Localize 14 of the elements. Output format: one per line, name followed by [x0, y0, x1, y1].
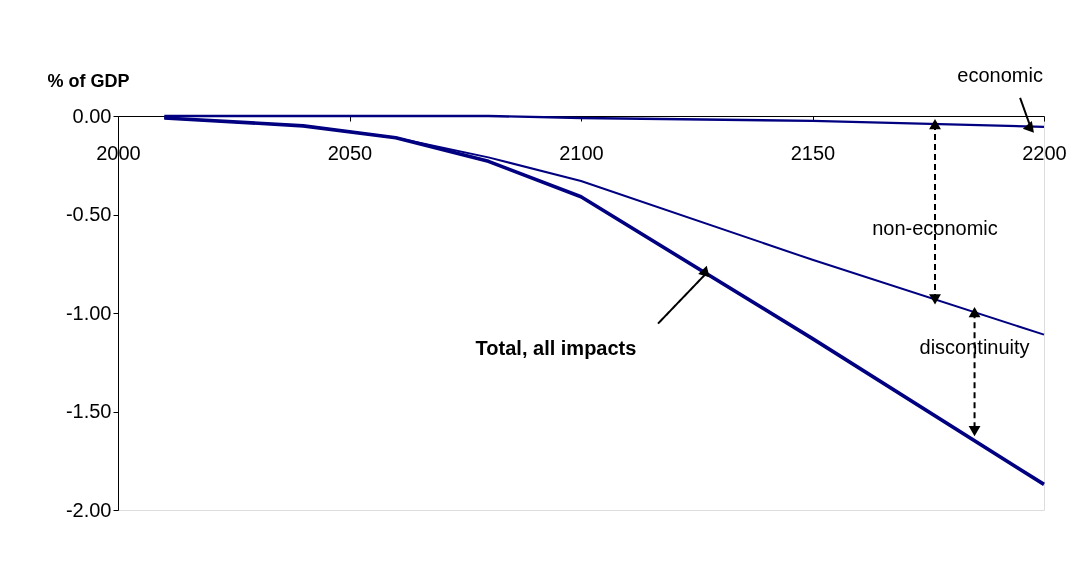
x-tick-label: 2200 [1022, 141, 1067, 164]
annotation: discontinuity [919, 335, 1030, 358]
annotation: non-economic [872, 217, 998, 240]
y-axis-title: % of GDP [47, 70, 130, 91]
y-tick-label: -0.50 [65, 203, 112, 225]
y-tick-label: -1.00 [65, 301, 112, 324]
x-tick-label: 2100 [559, 141, 604, 164]
y-tick-label: -2.00 [65, 498, 112, 521]
y-tick-label: -1.50 [65, 400, 112, 422]
y-tick-label: 0.00 [72, 104, 112, 127]
annotation: economic [957, 63, 1043, 86]
x-tick-label: 2150 [790, 141, 836, 164]
annotation: Total, all impacts [475, 336, 637, 359]
x-tick-label: 2050 [327, 141, 373, 164]
